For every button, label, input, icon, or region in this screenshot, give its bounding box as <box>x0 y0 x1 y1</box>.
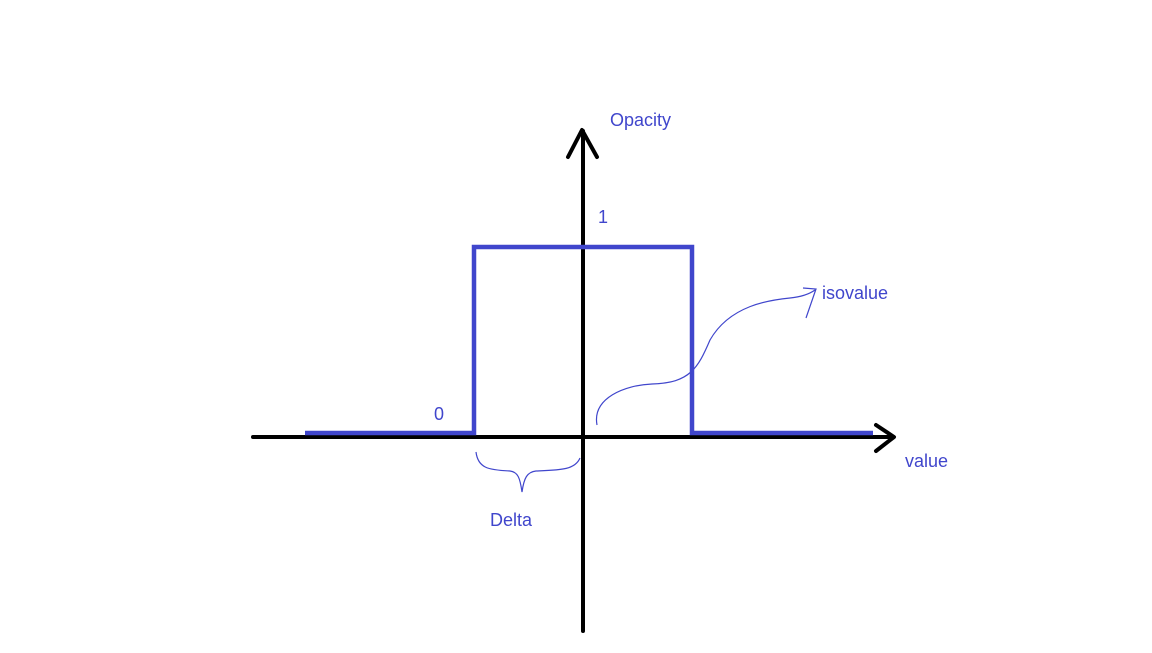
opacity-function-curve <box>305 244 873 436</box>
level-one-label: 1 <box>598 207 609 227</box>
delta-label: Delta <box>490 510 533 530</box>
isovalue-arrowhead <box>802 287 817 319</box>
isovalue-label: isovalue <box>822 283 889 303</box>
level-zero-label: 0 <box>434 404 445 424</box>
y-axis-label: Opacity <box>610 110 672 130</box>
y-axis-arrowhead <box>566 128 599 159</box>
x-axis-label: value <box>905 451 949 471</box>
isovalue-pointer-arrow <box>595 289 816 426</box>
x-axis-arrowhead <box>874 423 896 453</box>
delta-brace <box>475 451 581 493</box>
